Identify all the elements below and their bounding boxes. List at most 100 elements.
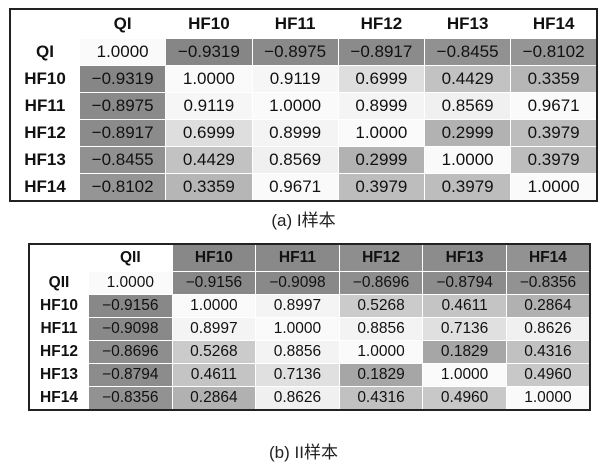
cell: −0.8917 [337, 38, 426, 66]
cell: 0.3979 [510, 119, 598, 147]
cell: 0.8999 [337, 92, 426, 120]
cell: 0.5268 [338, 294, 424, 318]
column-header: HF13 [423, 8, 512, 39]
cell: 0.6999 [337, 65, 426, 93]
cell: 1.0000 [505, 386, 591, 411]
correlation-table: QI HF10 HF11 HF12 HF13 HF14 QI 1.0000 −0.9319 −0.… [9, 8, 598, 202]
cell: 0.7136 [255, 363, 340, 387]
row: HF12 −0.8696 0.5268 0.8856 1.0000 0.1829 0.431… [28, 340, 591, 364]
row-header: QII [28, 271, 89, 295]
cell: −0.8696 [338, 271, 424, 295]
cell: 0.4960 [505, 363, 591, 387]
cell: 0.8856 [255, 340, 340, 364]
cell: −0.8455 [78, 146, 167, 174]
cell: −0.8455 [423, 38, 512, 66]
row-header: HF14 [28, 386, 89, 411]
column-header: HF14 [505, 243, 591, 272]
cell: 1.0000 [171, 294, 257, 318]
cell: 1.0000 [423, 146, 512, 174]
cell: −0.8102 [510, 38, 598, 66]
cell: −0.8356 [505, 271, 591, 295]
cell: 0.8856 [338, 317, 424, 341]
column-header: HF13 [422, 243, 507, 272]
column-header: QII [88, 243, 173, 272]
cell: 0.9119 [165, 92, 253, 120]
corner-cell [28, 243, 89, 272]
cell: 1.0000 [510, 173, 598, 202]
row: HF10 −0.9319 1.0000 0.9119 0.6999 0.4429 0.335… [9, 65, 598, 93]
cell: 0.2864 [171, 386, 257, 411]
cell: 0.4611 [422, 294, 507, 318]
cell: 0.9671 [510, 92, 598, 120]
cell: 0.5268 [171, 340, 257, 364]
caption: (a) I样本 [271, 211, 336, 230]
cell: 0.3979 [510, 146, 598, 174]
column-header: HF12 [337, 8, 426, 39]
row-header: HF11 [28, 317, 89, 341]
cell: 0.4960 [422, 386, 507, 411]
cell: 0.8997 [171, 317, 257, 341]
cell: −0.9156 [171, 271, 257, 295]
caption: (b) II样本 [269, 443, 338, 462]
row-header: HF14 [9, 173, 80, 202]
column-header: HF12 [338, 243, 424, 272]
cell: 1.0000 [337, 119, 426, 147]
corner-cell [9, 8, 80, 39]
column-header: QI [78, 8, 167, 39]
cell: 0.9119 [251, 65, 339, 93]
cell: 0.8569 [423, 92, 512, 120]
column-header: HF10 [171, 243, 257, 272]
cell: 0.9671 [251, 173, 339, 202]
row: HF13 −0.8455 0.4429 0.8569 0.2999 1.0000 0.397… [9, 146, 598, 174]
correlation-table: QII HF10 HF11 HF12 HF13 HF14 QII 1.0000 −0.9156−… [28, 243, 591, 411]
header-row: QII HF10 HF11 HF12 HF13 HF14 [28, 243, 591, 272]
row: HF10 −0.9156 1.0000 0.8997 0.5268 0.4611 0.286… [28, 294, 591, 318]
cell: 1.0000 [78, 38, 167, 66]
cell: 0.1829 [422, 340, 507, 364]
cell: 0.1829 [338, 363, 424, 387]
cell: 0.4611 [171, 363, 257, 387]
cell: 1.0000 [165, 65, 253, 93]
row-header: HF12 [9, 119, 80, 147]
column-header: HF11 [251, 8, 339, 39]
cell: −0.9098 [255, 271, 340, 295]
row-header: HF13 [9, 146, 80, 174]
row: QI 1.0000 −0.9319 −0.8975 −0.8917 −0.8455 −0.8… [9, 38, 598, 66]
row-header: HF10 [9, 65, 80, 93]
cell: −0.8696 [88, 340, 173, 364]
cell: 1.0000 [422, 363, 507, 387]
row-header: QI [9, 38, 80, 66]
cell: 0.4316 [338, 386, 424, 411]
cell: 1.0000 [251, 92, 339, 120]
cell: 0.4429 [423, 65, 512, 93]
cell: 0.4316 [505, 340, 591, 364]
cell: 0.4429 [165, 146, 253, 174]
cell: 0.3359 [165, 173, 253, 202]
cell: −0.8356 [88, 386, 173, 411]
column-header: HF11 [255, 243, 340, 272]
row: HF14 −0.8102 0.3359 0.9671 0.3979 0.3979 1.000… [9, 173, 598, 202]
row-header: HF10 [28, 294, 89, 318]
cell: 0.3979 [423, 173, 512, 202]
cell: −0.8794 [422, 271, 507, 295]
cell: 0.6999 [165, 119, 253, 147]
cell: −0.8975 [251, 38, 339, 66]
cell: −0.9098 [88, 317, 173, 341]
cell: 0.7136 [422, 317, 507, 341]
cell: −0.8794 [88, 363, 173, 387]
cell: −0.9156 [88, 294, 173, 318]
cell: 0.3979 [337, 173, 426, 202]
column-header: HF14 [510, 8, 598, 39]
cell: 0.2999 [337, 146, 426, 174]
cell: 1.0000 [255, 317, 340, 341]
cell: −0.8102 [78, 173, 167, 202]
row-header: HF11 [9, 92, 80, 120]
cell: 1.0000 [338, 340, 424, 364]
cell: 0.8626 [505, 317, 591, 341]
row: HF13 −0.8794 0.4611 0.7136 0.1829 1.0000 0.496… [28, 363, 591, 387]
cell: −0.9319 [165, 38, 253, 66]
row: HF12 −0.8917 0.6999 0.8999 1.0000 0.2999 0.397… [9, 119, 598, 147]
cell: 1.0000 [88, 271, 173, 295]
cell: −0.8975 [78, 92, 167, 120]
